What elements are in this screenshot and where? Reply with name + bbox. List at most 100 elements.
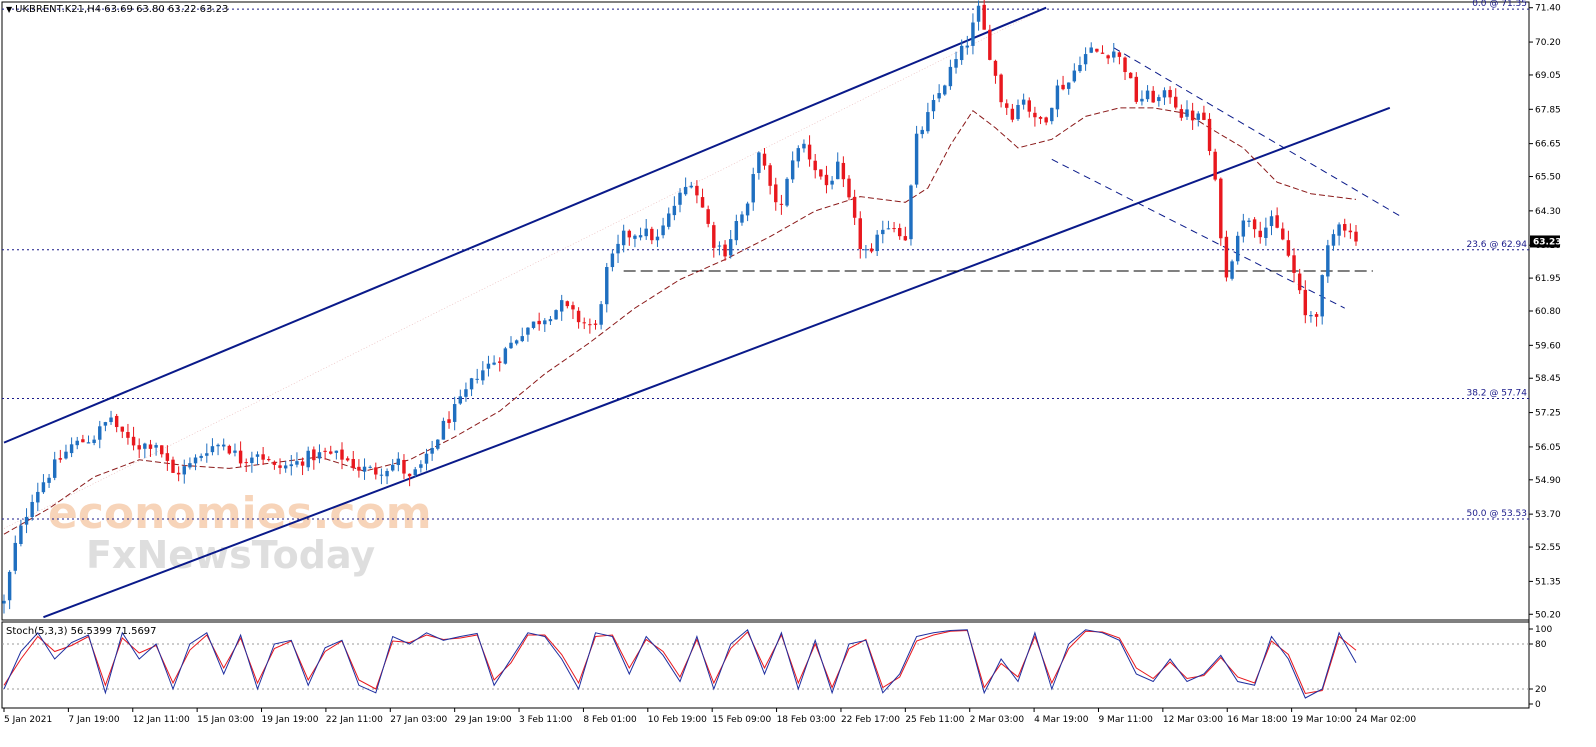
candle-body xyxy=(126,432,130,438)
price-tick-label: 54.90 xyxy=(1535,476,1561,486)
current-price-label: 63.23 xyxy=(1533,237,1561,247)
triangle-down-icon[interactable]: ▼ xyxy=(6,5,13,14)
candle xyxy=(982,0,986,30)
candle-body xyxy=(1033,112,1037,118)
candle-body xyxy=(250,457,254,463)
candle-body xyxy=(464,389,468,397)
price-tick-label: 69.05 xyxy=(1535,71,1561,81)
candle-body xyxy=(959,45,964,61)
trend-channel xyxy=(3,6,1402,619)
candle-body xyxy=(1174,96,1178,108)
candle xyxy=(357,459,361,478)
candle xyxy=(993,59,998,84)
time-tick-label: 22 Jan 11:00 xyxy=(326,715,383,725)
candle xyxy=(396,452,401,472)
candle xyxy=(1207,113,1212,156)
candle xyxy=(655,229,660,247)
candle xyxy=(509,336,513,349)
candle-body xyxy=(345,458,350,461)
candle-body xyxy=(278,465,282,468)
candle xyxy=(948,59,953,90)
candle xyxy=(1258,221,1262,244)
candle xyxy=(1185,100,1189,121)
candle xyxy=(216,443,220,456)
candle xyxy=(19,519,23,547)
candle xyxy=(210,438,215,456)
candle-body xyxy=(1292,255,1296,273)
candle xyxy=(193,454,198,471)
candle xyxy=(667,207,671,230)
candle xyxy=(678,188,682,213)
candle-body xyxy=(582,322,586,324)
candle xyxy=(745,201,750,222)
stoch-tick-label: 20 xyxy=(1535,685,1547,695)
candle-body xyxy=(892,228,896,230)
price-tick-label: 64.30 xyxy=(1535,207,1561,217)
candle-body xyxy=(374,467,378,475)
candle-body xyxy=(165,453,170,461)
candle xyxy=(109,410,113,425)
candle-body xyxy=(81,439,85,443)
time-tick-label: 15 Jan 03:00 xyxy=(197,715,254,725)
candle-body xyxy=(306,450,310,468)
candle xyxy=(751,167,755,211)
candle-body xyxy=(340,449,344,460)
candle-body xyxy=(210,446,215,453)
candle xyxy=(616,234,620,263)
candle-body xyxy=(762,153,767,166)
candle xyxy=(24,508,29,534)
candle-body xyxy=(1128,72,1133,79)
stoch-tick-label: 80 xyxy=(1535,640,1547,650)
candle-body xyxy=(548,319,553,322)
candle xyxy=(379,468,384,485)
price-tick-label: 51.35 xyxy=(1535,577,1561,587)
candle-body xyxy=(300,461,305,466)
candle xyxy=(2,594,6,614)
candle-body xyxy=(689,185,693,188)
candle xyxy=(1128,72,1133,79)
candle xyxy=(143,442,147,459)
candle-body xyxy=(396,458,401,466)
candle xyxy=(1286,230,1291,258)
candle-body xyxy=(869,248,874,252)
candle xyxy=(931,94,936,119)
chart-header: ▼ UKBRENT.K21,H4 63.69 63.80 63.22 63.23 xyxy=(6,4,228,15)
candle xyxy=(864,244,868,259)
time-tick-label: 12 Mar 03:00 xyxy=(1163,715,1223,725)
candle-body xyxy=(982,4,986,30)
candle xyxy=(176,466,181,482)
time-tick-label: 24 Mar 02:00 xyxy=(1356,715,1416,725)
candle xyxy=(7,570,12,610)
candle-body xyxy=(526,327,530,335)
candle-body xyxy=(1100,52,1105,54)
candle xyxy=(565,300,570,309)
candle-body xyxy=(937,93,941,99)
candle-body xyxy=(486,363,491,369)
candle-body xyxy=(19,525,23,544)
candle-body xyxy=(176,472,181,475)
candle xyxy=(47,473,51,488)
candle-body xyxy=(312,449,316,461)
candle xyxy=(858,211,862,259)
candle xyxy=(447,411,451,429)
candle-body xyxy=(137,445,141,450)
candle xyxy=(633,234,637,248)
candle-body xyxy=(802,143,806,149)
candle xyxy=(683,177,688,196)
candle xyxy=(881,220,885,244)
candle-body xyxy=(1078,65,1082,72)
candle-body xyxy=(644,228,648,237)
time-tick-label: 29 Jan 19:00 xyxy=(455,715,512,725)
candle-body xyxy=(706,209,710,224)
candle-body xyxy=(543,320,547,325)
candle xyxy=(1309,311,1313,323)
candle xyxy=(1123,56,1127,81)
candle xyxy=(295,452,299,468)
candle xyxy=(345,456,350,462)
candle xyxy=(1326,239,1330,283)
candle xyxy=(717,241,722,256)
candle xyxy=(875,230,879,256)
time-tick-label: 19 Mar 10:00 xyxy=(1292,715,1352,725)
candle xyxy=(131,426,136,451)
candle-body xyxy=(475,378,479,380)
